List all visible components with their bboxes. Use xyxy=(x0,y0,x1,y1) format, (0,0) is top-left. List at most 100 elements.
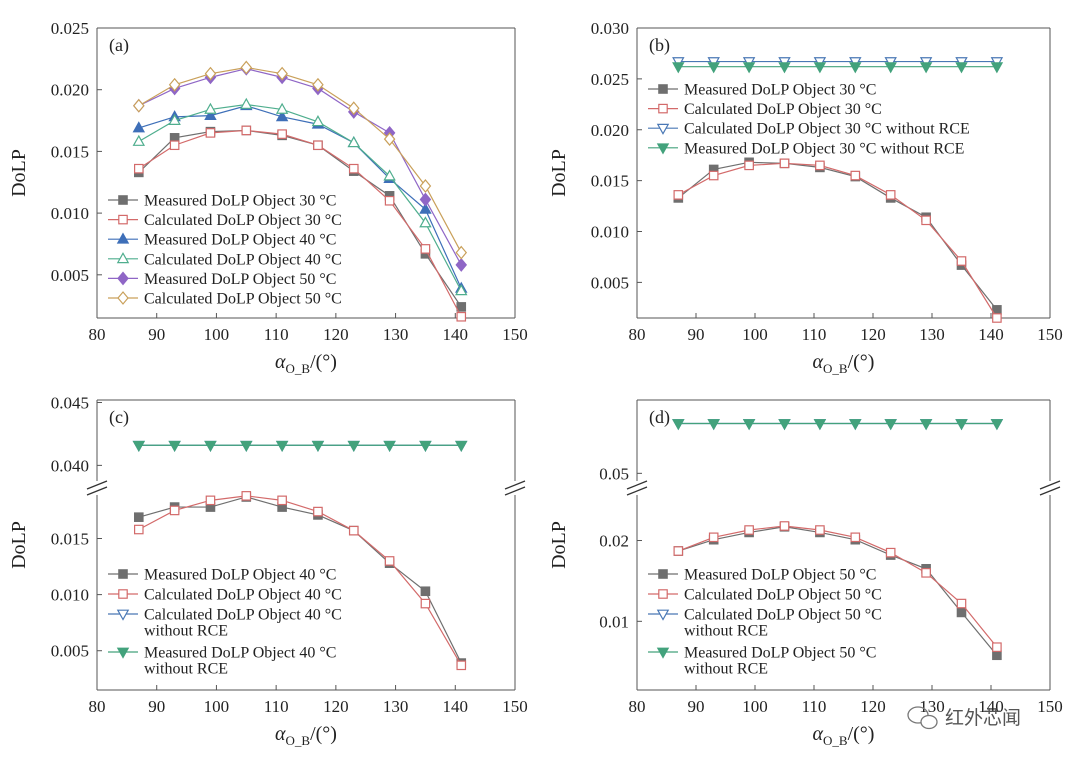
watermark: 红外芯闻 xyxy=(907,706,1021,730)
data-point xyxy=(456,660,467,671)
x-tick-label: 150 xyxy=(1037,697,1063,716)
y-tick-label: 0.020 xyxy=(591,121,629,140)
data-point xyxy=(992,650,1002,661)
x-tick-label: 110 xyxy=(802,697,827,716)
series-line xyxy=(138,496,462,664)
data-point xyxy=(921,568,931,578)
y-tick-label: 0.005 xyxy=(51,642,89,661)
data-point xyxy=(134,163,144,174)
data-point xyxy=(455,440,468,452)
data-point xyxy=(779,158,790,169)
data-point xyxy=(992,642,1002,652)
data-point xyxy=(383,169,396,181)
series-5 xyxy=(133,60,468,260)
data-point xyxy=(168,77,181,92)
data-point xyxy=(990,62,1004,74)
legend-label: Calculated DoLP Object 50 °C xyxy=(684,607,882,624)
x-axis-label: αO_B/(°) xyxy=(813,351,875,376)
legend-marker xyxy=(656,143,670,155)
axis-break-mark xyxy=(86,480,108,490)
data-point xyxy=(778,419,791,431)
y-axis-label: DoLP xyxy=(548,521,570,569)
data-point xyxy=(313,506,323,517)
legend-label-cont: without RCE xyxy=(144,623,228,640)
x-tick-label: 90 xyxy=(688,325,705,344)
data-point xyxy=(384,195,395,206)
data-point xyxy=(134,512,144,522)
series-line xyxy=(138,129,462,318)
y-tick-label: 0.030 xyxy=(591,19,629,38)
series-1 xyxy=(134,125,467,322)
data-point xyxy=(240,440,253,452)
data-point xyxy=(955,62,968,74)
data-point xyxy=(241,491,252,501)
data-point xyxy=(419,179,432,193)
data-point xyxy=(708,170,719,181)
panel-label: (d) xyxy=(649,407,670,428)
series-1 xyxy=(673,521,1002,652)
axis-break-mark xyxy=(1039,486,1061,496)
data-point xyxy=(240,97,253,109)
x-tick-label: 130 xyxy=(919,325,945,344)
data-point xyxy=(419,440,432,452)
series-3 xyxy=(672,419,1004,431)
x-tick-label: 150 xyxy=(502,325,528,344)
series-line xyxy=(138,68,462,266)
data-point xyxy=(348,163,359,174)
legend-marker xyxy=(658,103,668,114)
legend: Measured DoLP Object 30 °C Calculated DoL… xyxy=(108,193,342,308)
data-point xyxy=(313,140,323,151)
data-point xyxy=(204,440,217,452)
data-point xyxy=(204,108,217,121)
x-tick-label: 120 xyxy=(860,697,886,716)
data-point xyxy=(815,160,825,171)
legend-marker xyxy=(656,609,670,621)
legend-marker xyxy=(656,123,670,135)
legend-marker xyxy=(656,647,670,659)
y-tick-label: 0.005 xyxy=(51,266,89,285)
x-tick-label: 110 xyxy=(264,697,289,716)
data-point xyxy=(277,495,287,506)
legend-label: Calculated DoLP Object 40 °C xyxy=(144,607,342,624)
x-tick-label: 130 xyxy=(919,697,945,716)
series-1 xyxy=(673,158,1002,323)
data-point xyxy=(708,532,719,543)
legend-label: Calculated DoLP Object 30 °C xyxy=(144,212,342,229)
x-tick-label: 150 xyxy=(1037,325,1063,344)
series-2 xyxy=(672,419,1004,431)
data-point xyxy=(276,66,288,81)
data-point xyxy=(815,525,825,535)
y-tick-label: 0.025 xyxy=(51,19,89,38)
data-point xyxy=(420,244,431,254)
x-axis-label: αO_B/(°) xyxy=(275,351,337,376)
data-point xyxy=(205,495,216,506)
data-point xyxy=(132,134,146,146)
legend-label: Calculated DoLP Object 50 °C xyxy=(144,291,342,308)
panel-c: 80 90 100 110 120 130 140 150 0.040 0.045 0.005 0.0… xyxy=(8,394,528,748)
data-point xyxy=(168,113,181,125)
legend-label: Calculated DoLP Object 30 °C without RCE xyxy=(684,121,970,138)
legend-label: Measured DoLP Object 50 °C xyxy=(684,645,876,662)
data-point xyxy=(778,62,791,74)
series-2 xyxy=(672,57,1004,69)
x-tick-label: 90 xyxy=(148,325,165,344)
data-point xyxy=(885,547,896,558)
data-point xyxy=(885,190,896,200)
data-point xyxy=(383,132,396,147)
data-point xyxy=(348,525,359,536)
data-point xyxy=(956,607,967,618)
axis-break-mark xyxy=(1039,480,1061,490)
axis-break-mark xyxy=(504,480,526,490)
legend-label: Measured DoLP Object 40 °C xyxy=(144,645,336,662)
panel-b: 80 90 100 110 120 130 140 150 0.005 0.010 0.015 0.0… xyxy=(548,19,1063,376)
data-point xyxy=(311,440,325,452)
x-axis-label: αO_B/(°) xyxy=(275,723,337,748)
data-point xyxy=(240,60,253,75)
legend-marker xyxy=(658,84,668,94)
data-point xyxy=(742,419,756,431)
data-point xyxy=(384,556,395,566)
legend-label: Calculated DoLP Object 40 °C xyxy=(144,587,342,604)
data-point xyxy=(383,440,396,452)
series-3 xyxy=(672,62,1004,74)
